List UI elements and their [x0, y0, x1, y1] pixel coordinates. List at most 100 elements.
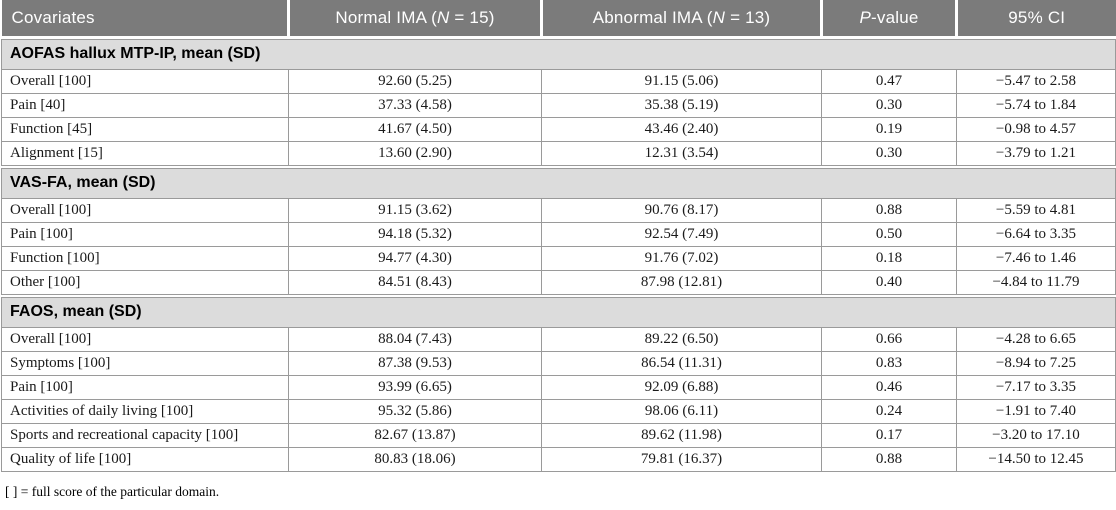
table-row: Pain [40] 37.33 (4.58) 35.38 (5.19) 0.30…	[1, 92, 1116, 118]
header-italic-n: N	[712, 8, 726, 27]
abnormal-ima-cell: 89.62 (11.98)	[541, 422, 822, 448]
normal-ima-cell: 94.77 (4.30)	[288, 245, 542, 271]
p-value-cell: 0.83	[821, 350, 957, 376]
p-value-cell: 0.47	[821, 68, 957, 94]
abnormal-ima-cell: 90.76 (8.17)	[541, 197, 822, 223]
ci-cell: −1.91 to 7.40	[956, 398, 1116, 424]
header-text: -value	[871, 8, 919, 27]
ci-cell: −4.84 to 11.79	[956, 269, 1116, 295]
covariate-cell: Quality of life [100]	[1, 446, 289, 472]
normal-ima-cell: 87.38 (9.53)	[288, 350, 542, 376]
spacer-row	[1, 36, 1116, 39]
normal-ima-cell: 84.51 (8.43)	[288, 269, 542, 295]
ci-cell: −6.64 to 3.35	[956, 221, 1116, 247]
spacer-row	[1, 165, 1116, 168]
abnormal-ima-cell: 92.09 (6.88)	[541, 374, 822, 400]
abnormal-ima-cell: 92.54 (7.49)	[541, 221, 822, 247]
ci-cell: −7.46 to 1.46	[956, 245, 1116, 271]
normal-ima-cell: 80.83 (18.06)	[288, 446, 542, 472]
table-row: Function [100] 94.77 (4.30) 91.76 (7.02)…	[1, 245, 1116, 271]
header-italic-p: P	[859, 8, 872, 27]
covariate-cell: Function [100]	[1, 245, 289, 271]
abnormal-ima-cell: 91.76 (7.02)	[541, 245, 822, 271]
covariate-cell: Overall [100]	[1, 68, 289, 94]
p-value-cell: 0.50	[821, 221, 957, 247]
covariates-table: Covariates Normal IMA (N = 15) Abnormal …	[1, 0, 1116, 472]
ci-cell: −5.47 to 2.58	[956, 68, 1116, 94]
header-italic-n: N	[436, 8, 450, 27]
normal-ima-cell: 94.18 (5.32)	[288, 221, 542, 247]
p-value-cell: 0.19	[821, 116, 957, 142]
normal-ima-cell: 37.33 (4.58)	[288, 92, 542, 118]
p-value-cell: 0.88	[821, 197, 957, 223]
col-header-p-value: P-value	[821, 0, 958, 36]
p-value-cell: 0.18	[821, 245, 957, 271]
table-row: Function [45] 41.67 (4.50) 43.46 (2.40) …	[1, 116, 1116, 142]
table-row: Pain [100] 93.99 (6.65) 92.09 (6.88) 0.4…	[1, 374, 1116, 400]
section-header-faos: FAOS, mean (SD)	[1, 296, 1116, 328]
covariate-cell: Pain [100]	[1, 374, 289, 400]
header-text: = 15)	[449, 8, 495, 27]
section-header-row: AOFAS hallux MTP-IP, mean (SD)	[1, 38, 1116, 70]
covariate-cell: Overall [100]	[1, 326, 289, 352]
table-row: Overall [100] 91.15 (3.62) 90.76 (8.17) …	[1, 197, 1116, 223]
abnormal-ima-cell: 43.46 (2.40)	[541, 116, 822, 142]
section-header-row: VAS-FA, mean (SD)	[1, 167, 1116, 199]
p-value-cell: 0.88	[821, 446, 957, 472]
normal-ima-cell: 41.67 (4.50)	[288, 116, 542, 142]
ci-cell: −14.50 to 12.45	[956, 446, 1116, 472]
ci-cell: −4.28 to 6.65	[956, 326, 1116, 352]
col-header-abnormal-ima: Abnormal IMA (N = 13)	[541, 0, 823, 36]
col-header-normal-ima: Normal IMA (N = 15)	[288, 0, 543, 36]
p-value-cell: 0.66	[821, 326, 957, 352]
table-row: Pain [100] 94.18 (5.32) 92.54 (7.49) 0.5…	[1, 221, 1116, 247]
covariate-cell: Pain [100]	[1, 221, 289, 247]
table-row: Symptoms [100] 87.38 (9.53) 86.54 (11.31…	[1, 350, 1116, 376]
table-row: Quality of life [100] 80.83 (18.06) 79.8…	[1, 446, 1116, 472]
normal-ima-cell: 82.67 (13.87)	[288, 422, 542, 448]
covariate-cell: Pain [40]	[1, 92, 289, 118]
covariate-cell: Symptoms [100]	[1, 350, 289, 376]
ci-cell: −3.79 to 1.21	[956, 140, 1116, 166]
abnormal-ima-cell: 12.31 (3.54)	[541, 140, 822, 166]
covariate-cell: Overall [100]	[1, 197, 289, 223]
abnormal-ima-cell: 91.15 (5.06)	[541, 68, 822, 94]
abnormal-ima-cell: 98.06 (6.11)	[541, 398, 822, 424]
covariate-cell: Function [45]	[1, 116, 289, 142]
header-text: = 13)	[725, 8, 771, 27]
covariate-cell: Activities of daily living [100]	[1, 398, 289, 424]
normal-ima-cell: 91.15 (3.62)	[288, 197, 542, 223]
ci-cell: −8.94 to 7.25	[956, 350, 1116, 376]
covariate-cell: Other [100]	[1, 269, 289, 295]
header-text: Abnormal IMA (	[592, 8, 713, 27]
abnormal-ima-cell: 35.38 (5.19)	[541, 92, 822, 118]
p-value-cell: 0.40	[821, 269, 957, 295]
ci-cell: −5.74 to 1.84	[956, 92, 1116, 118]
abnormal-ima-cell: 79.81 (16.37)	[541, 446, 822, 472]
ci-cell: −5.59 to 4.81	[956, 197, 1116, 223]
section-header-aofas: AOFAS hallux MTP-IP, mean (SD)	[1, 38, 1116, 70]
table-row: Overall [100] 88.04 (7.43) 89.22 (6.50) …	[1, 326, 1116, 352]
col-header-ci: 95% CI	[956, 0, 1116, 36]
table-row: Overall [100] 92.60 (5.25) 91.15 (5.06) …	[1, 68, 1116, 94]
table-row: Other [100] 84.51 (8.43) 87.98 (12.81) 0…	[1, 269, 1116, 295]
ci-cell: −0.98 to 4.57	[956, 116, 1116, 142]
table-row: Alignment [15] 13.60 (2.90) 12.31 (3.54)…	[1, 140, 1116, 166]
p-value-cell: 0.17	[821, 422, 957, 448]
normal-ima-cell: 92.60 (5.25)	[288, 68, 542, 94]
covariate-cell: Alignment [15]	[1, 140, 289, 166]
abnormal-ima-cell: 86.54 (11.31)	[541, 350, 822, 376]
p-value-cell: 0.30	[821, 92, 957, 118]
abnormal-ima-cell: 87.98 (12.81)	[541, 269, 822, 295]
abnormal-ima-cell: 89.22 (6.50)	[541, 326, 822, 352]
normal-ima-cell: 95.32 (5.86)	[288, 398, 542, 424]
normal-ima-cell: 88.04 (7.43)	[288, 326, 542, 352]
spacer-row	[1, 294, 1116, 297]
covariate-cell: Sports and recreational capacity [100]	[1, 422, 289, 448]
p-value-cell: 0.46	[821, 374, 957, 400]
header-row: Covariates Normal IMA (N = 15) Abnormal …	[1, 0, 1116, 36]
table-footnote: [ ] = full score of the particular domai…	[5, 483, 220, 499]
ci-cell: −7.17 to 3.35	[956, 374, 1116, 400]
p-value-cell: 0.24	[821, 398, 957, 424]
